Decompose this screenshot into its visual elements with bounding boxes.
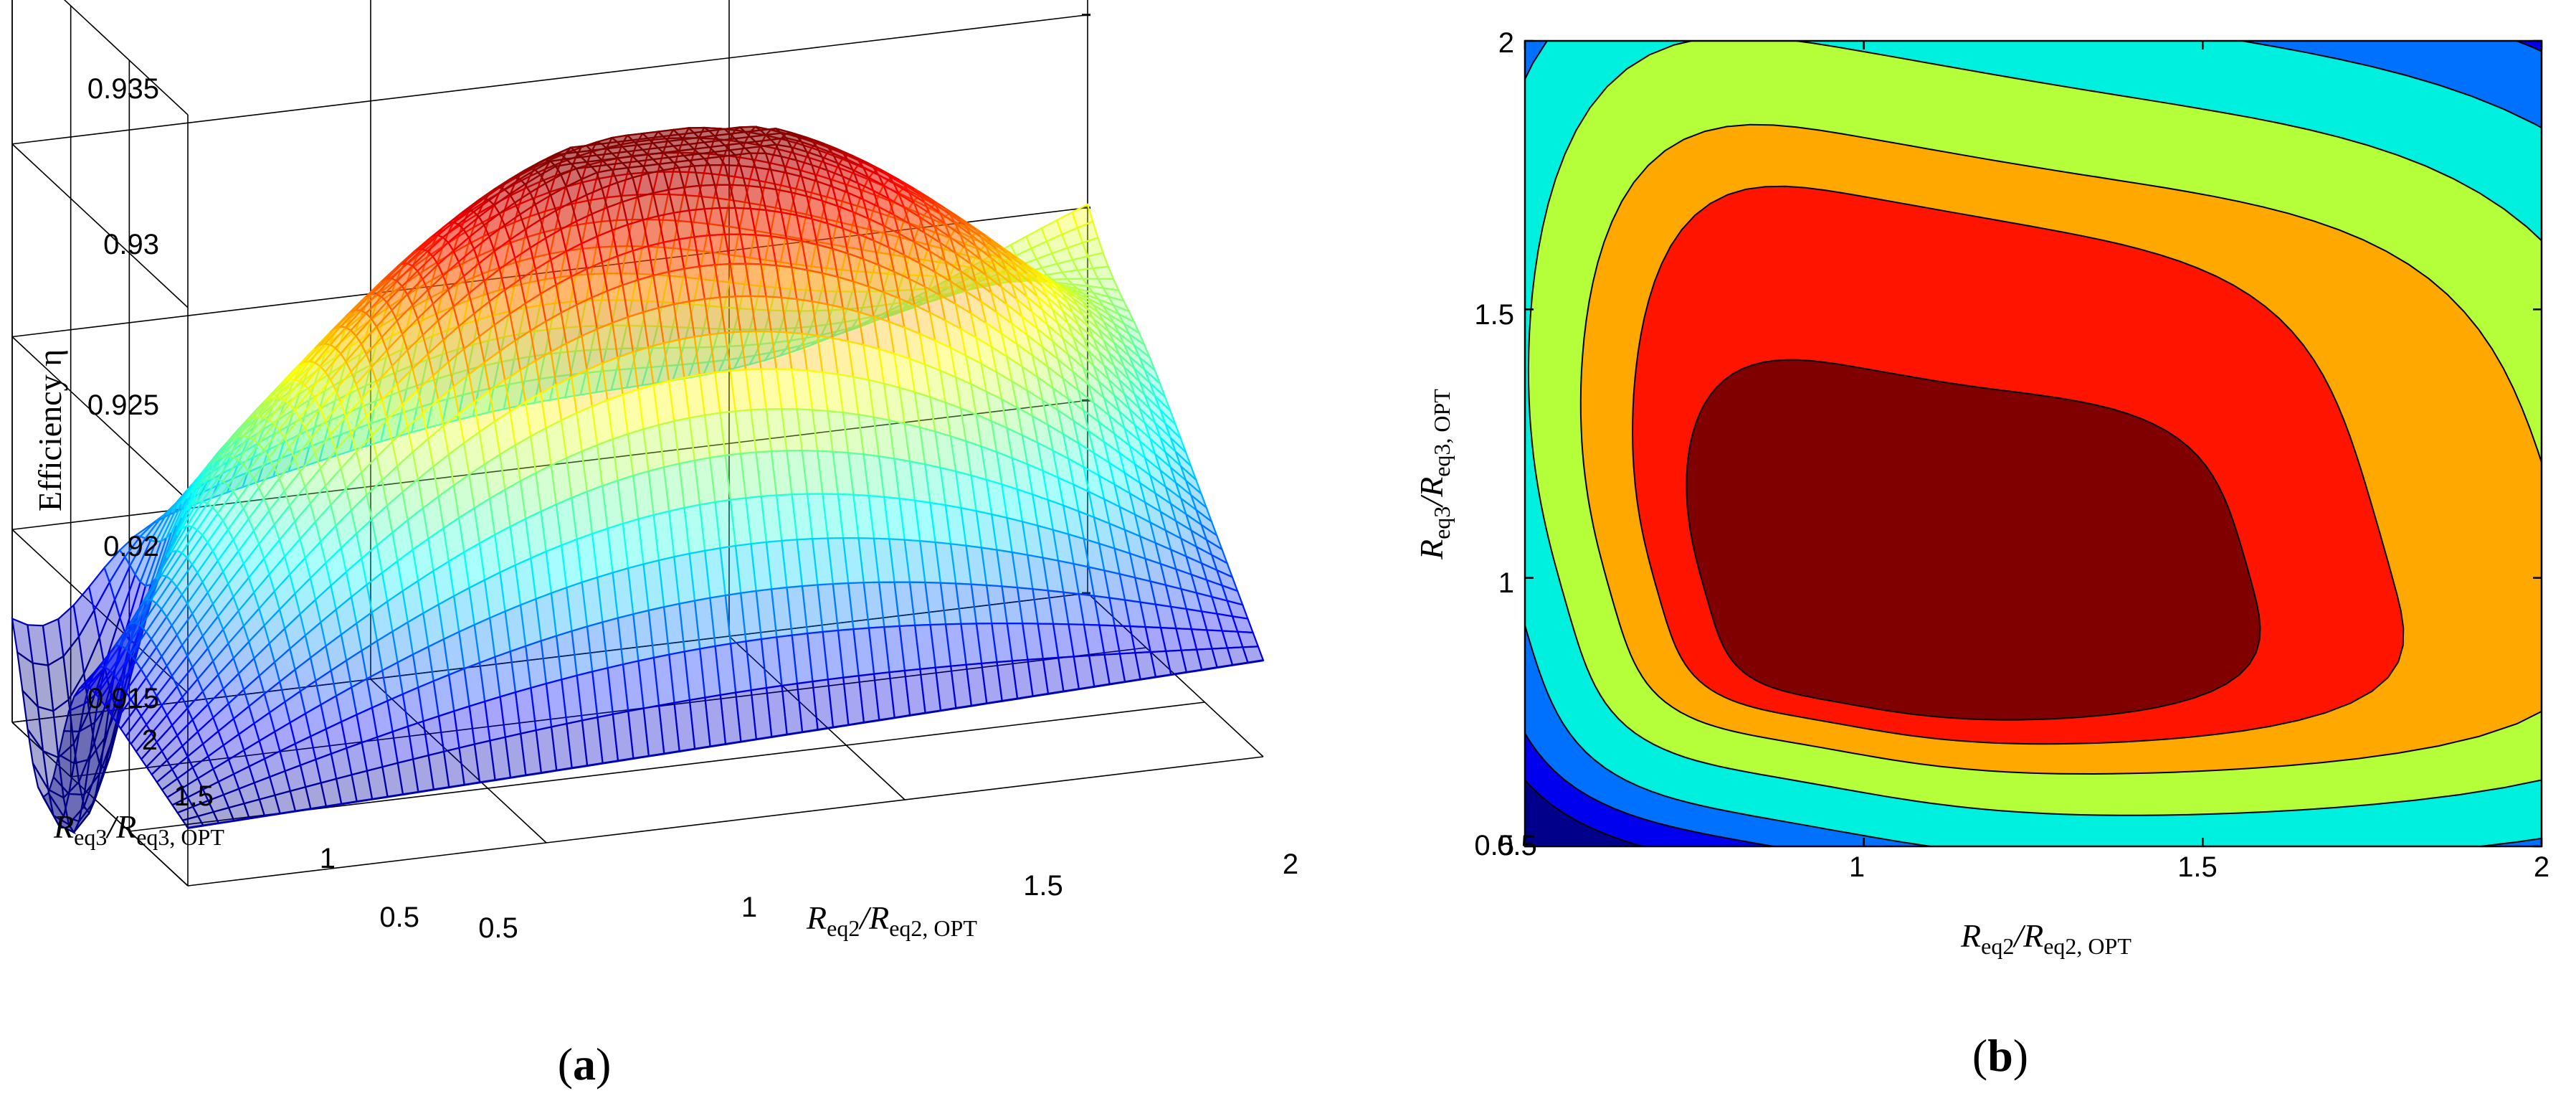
b-x-label-main: R [1960, 917, 1981, 954]
a-z-tick-0.915: 0.915 [87, 683, 159, 714]
a-back-grid-h-1 [11, 400, 1088, 531]
a-side-grid-h-1 [11, 529, 189, 694]
a-y-axis-label: Req3/Req3, OPT [53, 808, 224, 850]
contour-frame [1524, 39, 2543, 848]
a-x-tick-0.5: 0.5 [478, 912, 518, 944]
b-y-tick-1: 1 [1498, 567, 1514, 599]
a-y-tick-1.5: 1.5 [174, 780, 214, 812]
a-y-label-sub: eq3 [74, 824, 107, 850]
a-y-label-sub2: eq3, OPT [136, 824, 224, 850]
b-y-label-main: R [1413, 539, 1450, 560]
a-x-label-sub: eq2 [827, 915, 860, 941]
a-x-axis-label: Req2/Req2, OPT [806, 899, 977, 941]
a-x-tick-1: 1 [741, 892, 757, 923]
a-back-grid-h-0 [11, 592, 1088, 723]
panel-label-b: (b) [1972, 1030, 2028, 1081]
a-z-tick-0.925: 0.925 [87, 389, 159, 421]
b-x-label-mid: /R [2012, 917, 2043, 954]
contour-chart: 0.5 1 1.5 2 2 1.5 1 0.5 Req2/Req2, OPT R… [1413, 27, 2549, 1081]
a-x-label-main: R [806, 899, 827, 936]
contour-axes [1524, 39, 2543, 848]
a-back-grid-h-3 [11, 14, 1088, 145]
a-z-tick-0.92: 0.92 [103, 531, 159, 562]
a-z-axis-label: Efficiency η [32, 349, 68, 511]
b-x-label-sub2: eq2, OPT [2043, 933, 2131, 959]
a-floor-grid-x-1 [370, 679, 547, 844]
surface-chart: 2 1.5 1 0.5 0.5 1 1.5 2 0.935 0.93 0.925… [11, 0, 1298, 1090]
a-floor-grid-y-0 [187, 756, 1264, 887]
surface-mesh [11, 126, 1265, 835]
a-back-grid-h-2 [11, 207, 1088, 338]
a-x-tick-2: 2 [1283, 849, 1298, 880]
b-x-axis-label: Req2/Req2, OPT [1960, 917, 2131, 959]
a-z-tick-0.935: 0.935 [87, 73, 159, 105]
panel-a-letter: a [573, 1039, 596, 1090]
b-x-tick-1.5: 1.5 [2177, 851, 2218, 883]
a-y-label-main: R [53, 808, 74, 845]
b-y-label-sub2: eq3, OPT [1429, 389, 1455, 477]
b-x-label-sub: eq2 [1981, 933, 2014, 959]
a-side-grid-h-4 [63, 0, 189, 115]
a-y-label-mid: /R [105, 808, 136, 845]
a-side-grid-h-3 [11, 143, 189, 308]
b-y-tick-2: 2 [1498, 27, 1514, 59]
b-y-label-sub: eq3 [1429, 506, 1455, 539]
surface-front-edge [187, 659, 1264, 829]
contour-fill [1525, 41, 2542, 846]
b-x-tick-1: 1 [1849, 851, 1865, 883]
b-x-tick-2: 2 [2534, 851, 2549, 883]
a-y-tick-2: 2 [142, 724, 158, 756]
a-side-grid-h-2 [11, 336, 189, 501]
a-z-tick-0.93: 0.93 [103, 229, 159, 260]
a-y-tick-1: 1 [320, 843, 336, 874]
b-y-tick-1.5: 1.5 [1474, 299, 1514, 331]
b-y-tick-0.5: 0.5 [1474, 830, 1514, 861]
b-y-label-mid: /R [1413, 477, 1450, 509]
a-x-tick-1.5: 1.5 [1023, 870, 1063, 902]
panel-b-letter: b [1987, 1030, 2013, 1081]
a-x-label-sub2: eq2, OPT [889, 915, 977, 941]
contour-level-7 [1686, 359, 2261, 721]
panel-label-a: (a) [558, 1039, 612, 1090]
a-y-tick-0.5: 0.5 [379, 902, 419, 933]
a-x-label-mid: /R [857, 899, 889, 936]
b-y-axis-label: Req3/Req3, OPT [1413, 389, 1455, 560]
b-x-tick-0.5: 0.5 [1497, 830, 1537, 861]
